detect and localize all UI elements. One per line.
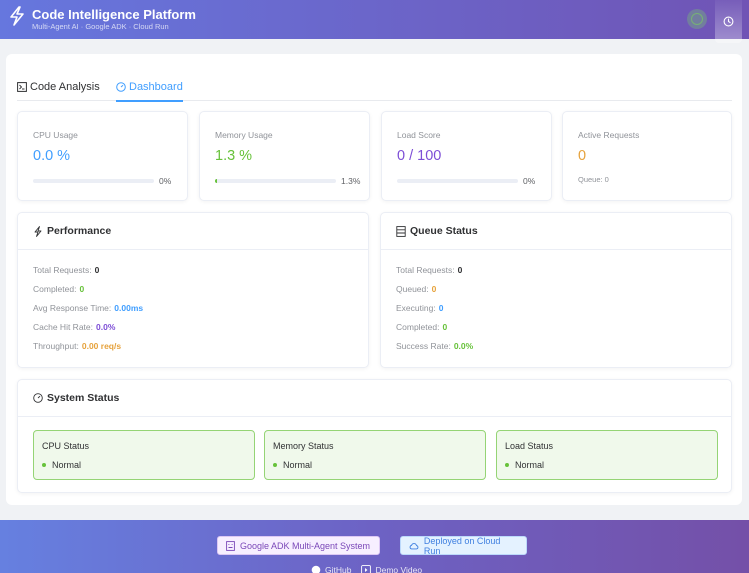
status-label: Memory Status bbox=[273, 441, 334, 451]
tab-dashboard[interactable]: Dashboard bbox=[116, 77, 183, 102]
load-progress-label: 0% bbox=[523, 176, 536, 186]
panel-title: Performance bbox=[47, 225, 112, 237]
status-label: CPU Status bbox=[42, 441, 90, 451]
check-circle-icon bbox=[691, 13, 703, 25]
queue-status-panel: Queue Status Total Requests: 0 Queued: 0 E… bbox=[380, 212, 732, 368]
stat-total-requests: Total Requests: 0 bbox=[33, 265, 100, 275]
github-link[interactable]: GitHub bbox=[311, 565, 351, 573]
gauge-icon bbox=[116, 82, 126, 92]
cloud-run-badge[interactable]: Deployed on Cloud Run bbox=[400, 536, 527, 556]
stat-cache-hit-rate: Cache Hit Rate: 0.0% bbox=[33, 322, 116, 332]
status-value: Normal bbox=[505, 460, 544, 470]
panel-title: Queue Status bbox=[410, 225, 478, 237]
load-progress-bar bbox=[397, 179, 518, 183]
lightning-icon bbox=[10, 6, 24, 26]
memory-progress-label: 1.3% bbox=[341, 176, 361, 186]
load-score-card: Load Score 0 / 100 0% bbox=[381, 111, 552, 201]
load-score-value: 0 / 100 bbox=[397, 148, 442, 164]
tab-label: Dashboard bbox=[129, 81, 183, 93]
app-subtitle: Multi-Agent AI · Google ADK · Cloud Run bbox=[32, 22, 169, 31]
tab-bar: Code Analysis Dashboard bbox=[17, 74, 732, 102]
stat-completed: Completed: 0 bbox=[33, 284, 85, 294]
cpu-progress-label: 0% bbox=[159, 176, 172, 186]
memory-status-box: Memory Status Normal bbox=[264, 430, 486, 480]
terminal-icon bbox=[17, 82, 27, 92]
memory-progress-bar bbox=[215, 179, 336, 183]
status-value: Normal bbox=[273, 460, 312, 470]
cpu-usage-card: CPU Usage 0.0 % 0% bbox=[17, 111, 188, 201]
memory-usage-card: Memory Usage 1.3 % 1.3% bbox=[199, 111, 370, 201]
system-status-panel: System Status CPU Status Normal Memory S… bbox=[17, 379, 732, 493]
active-requests-value: 0 bbox=[578, 148, 587, 164]
status-dot-icon bbox=[42, 463, 46, 467]
status-dot-icon bbox=[273, 463, 277, 467]
status-label: Load Status bbox=[505, 441, 554, 451]
metric-label: CPU Usage bbox=[33, 130, 78, 140]
gauge-icon bbox=[33, 393, 43, 403]
tab-code-analysis[interactable]: Code Analysis bbox=[17, 77, 100, 97]
cpu-status-box: CPU Status Normal bbox=[33, 430, 255, 480]
stat-executing: Executing: 0 bbox=[396, 303, 444, 313]
panel-header: Performance bbox=[18, 213, 368, 250]
lightning-icon bbox=[34, 225, 42, 237]
cpu-usage-value: 0.0 % bbox=[33, 148, 71, 164]
load-status-box: Load Status Normal bbox=[496, 430, 718, 480]
stat-avg-response-time: Avg Response Time: 0.00ms bbox=[33, 303, 144, 313]
history-button[interactable] bbox=[715, 0, 742, 43]
panel-header: Queue Status bbox=[381, 213, 731, 250]
robot-icon bbox=[226, 540, 235, 551]
metric-label: Load Score bbox=[397, 130, 441, 140]
github-icon bbox=[311, 565, 321, 573]
stat-queued: Queued: 0 bbox=[396, 284, 437, 294]
video-icon bbox=[361, 565, 372, 573]
stat-completed: Completed: 0 bbox=[396, 322, 448, 332]
stat-throughput: Throughput: 0.00 req/s bbox=[33, 341, 122, 351]
app-title: Code Intelligence Platform bbox=[32, 7, 196, 22]
footer-links: GitHub Demo Video bbox=[311, 565, 422, 573]
connection-status-indicator[interactable] bbox=[687, 9, 707, 29]
stat-total-requests: Total Requests: 0 bbox=[396, 265, 463, 275]
memory-usage-value: 1.3 % bbox=[215, 148, 253, 164]
list-icon bbox=[396, 225, 406, 237]
panel-title: System Status bbox=[47, 392, 120, 404]
status-dot-icon bbox=[505, 463, 509, 467]
demo-video-link[interactable]: Demo Video bbox=[361, 565, 422, 573]
main-panel: Code Analysis Dashboard CPU Usage 0.0 % … bbox=[6, 54, 742, 505]
tab-label: Code Analysis bbox=[30, 81, 100, 93]
cloud-icon bbox=[409, 542, 419, 549]
adk-badge[interactable]: Google ADK Multi-Agent System bbox=[217, 536, 380, 555]
queue-count: Queue: 0 bbox=[578, 175, 609, 184]
panel-header: System Status bbox=[18, 380, 731, 417]
metric-label: Active Requests bbox=[578, 130, 640, 140]
clock-icon bbox=[723, 16, 734, 27]
cpu-progress-bar bbox=[33, 179, 154, 183]
app-footer: Google ADK Multi-Agent System Deployed o… bbox=[0, 520, 749, 573]
performance-panel: Performance Total Requests: 0 Completed: 0… bbox=[17, 212, 369, 368]
stat-success-rate: Success Rate: 0.0% bbox=[396, 341, 474, 351]
active-requests-card: Active Requests 0 Queue: 0 bbox=[562, 111, 732, 201]
app-header: Code Intelligence Platform Multi-Agent A… bbox=[0, 0, 749, 43]
status-value: Normal bbox=[42, 460, 81, 470]
metric-label: Memory Usage bbox=[215, 130, 273, 140]
